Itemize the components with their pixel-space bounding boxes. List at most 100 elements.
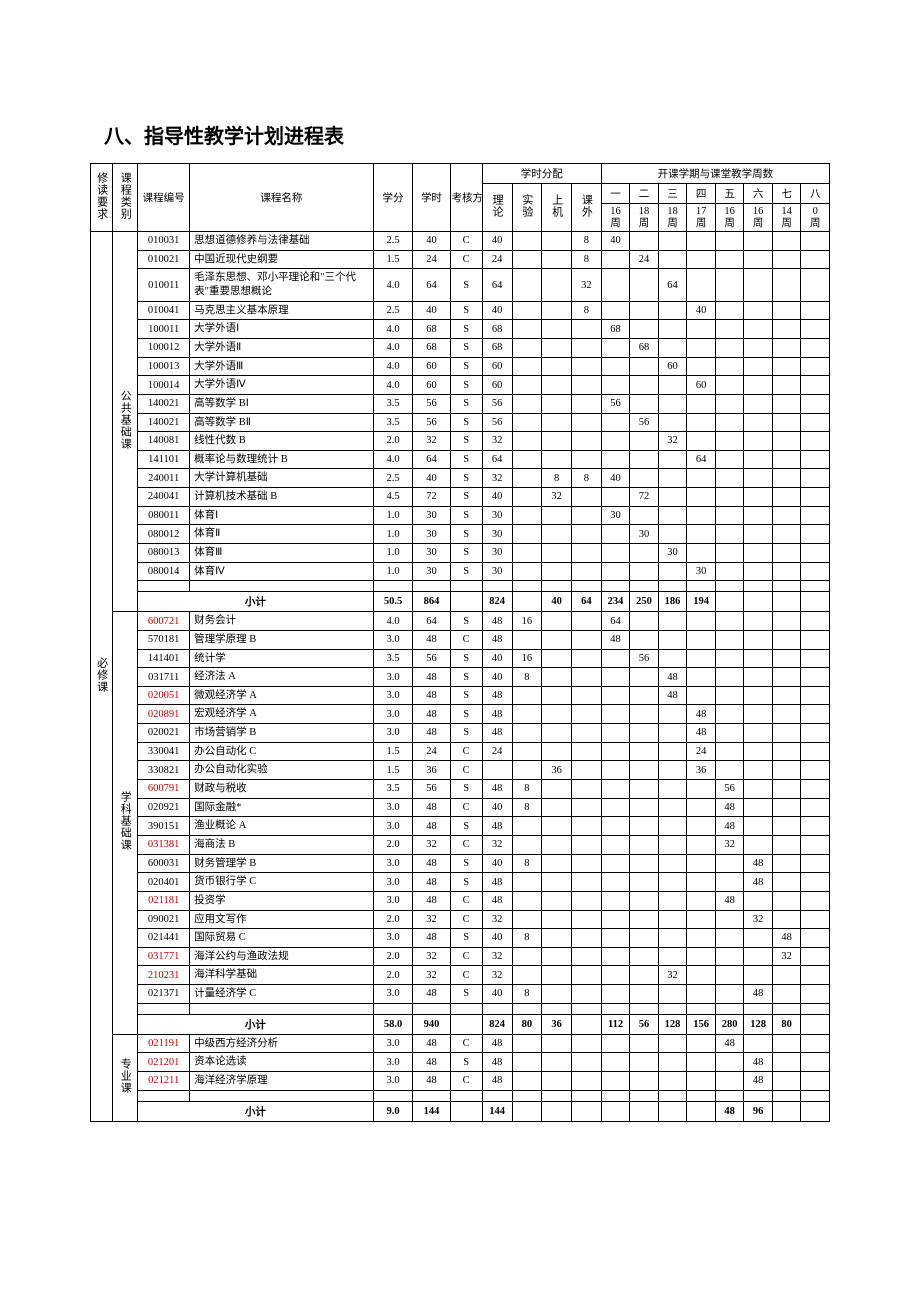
credit: 3.0 xyxy=(373,891,413,910)
sem-1 xyxy=(630,506,659,525)
sem-7 xyxy=(801,376,830,395)
dist-1 xyxy=(512,543,542,562)
subtotal-sem-3: 194 xyxy=(687,592,716,612)
dist-3 xyxy=(572,630,602,649)
credit: 3.0 xyxy=(373,817,413,836)
sem-3 xyxy=(687,1053,716,1072)
exam: S xyxy=(450,506,482,525)
sem-4: 56 xyxy=(715,780,744,799)
dist-1: 16 xyxy=(512,612,542,631)
course-id: 100014 xyxy=(138,376,190,395)
sem-2 xyxy=(658,630,687,649)
sem-5 xyxy=(744,413,773,432)
sem-7 xyxy=(801,630,830,649)
sem-6 xyxy=(772,705,801,724)
sem-2 xyxy=(658,1034,687,1053)
sem-0 xyxy=(601,742,630,761)
hours: 48 xyxy=(413,873,450,892)
sem-2: 48 xyxy=(658,686,687,705)
dist-0: 40 xyxy=(482,985,512,1004)
course-name: 财政与税收 xyxy=(190,780,374,799)
sem-3 xyxy=(687,506,716,525)
sem-3 xyxy=(687,269,716,301)
exam: S xyxy=(450,668,482,687)
sem-6 xyxy=(772,686,801,705)
table-row: 021211海洋经济学原理3.048C4848 xyxy=(91,1072,830,1091)
hours: 32 xyxy=(413,835,450,854)
subtotal-dist-3 xyxy=(572,1101,602,1121)
sem-4 xyxy=(715,630,744,649)
hdr-sem-num-7: 八 xyxy=(801,184,830,204)
dist-0: 64 xyxy=(482,269,512,301)
dist-3 xyxy=(572,612,602,631)
course-id: 240011 xyxy=(138,469,190,488)
course-id: 140021 xyxy=(138,394,190,413)
table-row: 100014大学外语Ⅳ4.060S6060 xyxy=(91,376,830,395)
credit: 4.0 xyxy=(373,376,413,395)
hdr-sems: 开课学期与课堂教学周数 xyxy=(601,164,829,184)
course-id: 140081 xyxy=(138,432,190,451)
sem-6 xyxy=(772,724,801,743)
exam: C xyxy=(450,947,482,966)
sem-7 xyxy=(801,686,830,705)
sem-2 xyxy=(658,835,687,854)
sem-0 xyxy=(601,686,630,705)
exam: C xyxy=(450,798,482,817)
subtotal-sem-5: 96 xyxy=(744,1101,773,1121)
sem-3 xyxy=(687,1034,716,1053)
subtotal-label: 小计 xyxy=(138,592,374,612)
sem-1 xyxy=(630,910,659,929)
sem-2 xyxy=(658,761,687,780)
exam: C xyxy=(450,761,482,780)
dist-1 xyxy=(512,376,542,395)
sem-0 xyxy=(601,649,630,668)
exam: S xyxy=(450,338,482,357)
sem-1 xyxy=(630,357,659,376)
credit: 3.0 xyxy=(373,985,413,1004)
credit: 3.0 xyxy=(373,686,413,705)
dist-2 xyxy=(542,780,572,799)
dist-3 xyxy=(572,686,602,705)
sem-6 xyxy=(772,798,801,817)
sem-7 xyxy=(801,525,830,544)
sem-6 xyxy=(772,543,801,562)
dist-3 xyxy=(572,649,602,668)
hours: 48 xyxy=(413,891,450,910)
credit: 4.0 xyxy=(373,338,413,357)
sem-6 xyxy=(772,376,801,395)
sem-0: 56 xyxy=(601,394,630,413)
sem-0 xyxy=(601,301,630,320)
table-row: 141401统计学3.556S401656 xyxy=(91,649,830,668)
subtotal-dist-2 xyxy=(542,1101,572,1121)
sem-0 xyxy=(601,705,630,724)
sem-1 xyxy=(630,376,659,395)
cat-label: 专业课 xyxy=(113,1034,138,1121)
hdr-sem-wk-2: 18周 xyxy=(658,204,687,232)
course-name: 高等数学 BⅡ xyxy=(190,413,374,432)
subtotal-sem-0 xyxy=(601,1101,630,1121)
hours: 30 xyxy=(413,562,450,581)
exam: C xyxy=(450,250,482,269)
sem-7 xyxy=(801,269,830,301)
subtotal-credit: 58.0 xyxy=(373,1014,413,1034)
sem-0 xyxy=(601,525,630,544)
sem-6 xyxy=(772,612,801,631)
dist-3 xyxy=(572,724,602,743)
hdr-sem-wk-7: 0周 xyxy=(801,204,830,232)
dist-3 xyxy=(572,668,602,687)
sem-3 xyxy=(687,488,716,507)
dist-2 xyxy=(542,798,572,817)
cat-label: 学科基础课 xyxy=(113,612,138,1034)
dist-1 xyxy=(512,686,542,705)
sem-7 xyxy=(801,612,830,631)
sem-2: 60 xyxy=(658,357,687,376)
course-name: 中级西方经济分析 xyxy=(190,1034,374,1053)
sem-6 xyxy=(772,910,801,929)
sem-6 xyxy=(772,1072,801,1091)
sem-4 xyxy=(715,724,744,743)
sem-0 xyxy=(601,1072,630,1091)
sem-3 xyxy=(687,649,716,668)
sem-1 xyxy=(630,1034,659,1053)
course-id: 141401 xyxy=(138,649,190,668)
dist-2 xyxy=(542,1053,572,1072)
